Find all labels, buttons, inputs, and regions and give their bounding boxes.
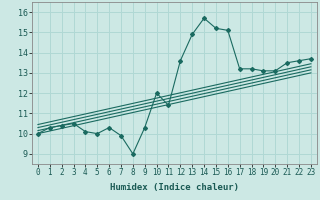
X-axis label: Humidex (Indice chaleur): Humidex (Indice chaleur) [110, 183, 239, 192]
